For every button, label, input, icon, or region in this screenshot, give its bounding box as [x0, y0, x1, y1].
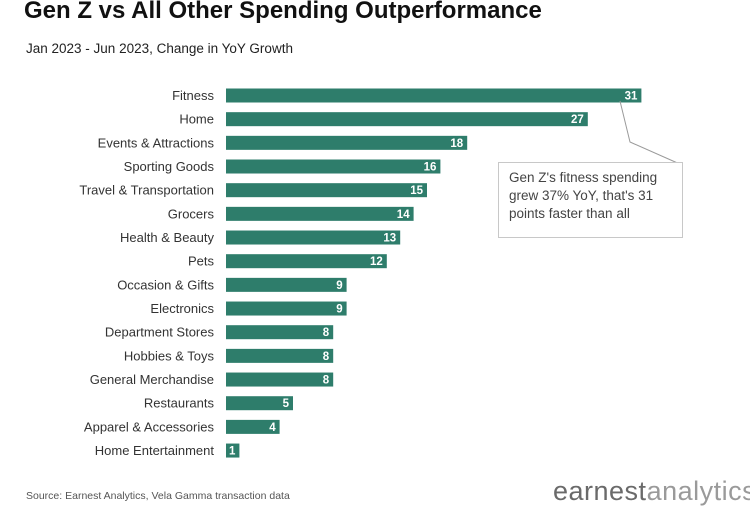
value-label-restaurants: 5	[283, 398, 290, 410]
bar-apparel-accessories	[226, 419, 280, 434]
bar-occasion-gifts	[226, 277, 347, 292]
bar-hobbies-toys	[226, 348, 334, 363]
value-label-pets: 12	[370, 256, 383, 268]
value-label-electronics: 9	[336, 304, 342, 316]
value-label-sporting-goods: 16	[424, 162, 437, 174]
bar-pets	[226, 254, 387, 269]
value-label-hobbies-toys: 8	[323, 351, 330, 363]
chart-subtitle: Jan 2023 - Jun 2023, Change in YoY Growt…	[26, 41, 293, 56]
value-label-department-stores: 8	[323, 327, 330, 339]
earnest-analytics-logo: earnestanalytics	[553, 476, 750, 507]
bar-travel-transportation	[226, 183, 427, 198]
bar-events-attractions	[226, 135, 468, 150]
value-label-home-entertainment: 1	[229, 446, 236, 458]
value-label-health-beauty: 13	[383, 233, 396, 245]
bar-health-beauty	[226, 230, 401, 245]
value-label-occasion-gifts: 9	[336, 280, 342, 292]
category-label-fitness: Fitness	[172, 88, 214, 103]
bar-general-merchandise	[226, 372, 334, 387]
category-label-home-entertainment: Home Entertainment	[95, 443, 215, 458]
value-label-fitness: 31	[625, 91, 638, 103]
bar-department-stores	[226, 325, 334, 340]
logo-part-analytics: analytics	[646, 476, 750, 506]
category-label-home: Home	[179, 112, 214, 127]
chart-title: Gen Z vs All Other Spending Outperforman…	[24, 0, 542, 24]
source-note: Source: Earnest Analytics, Vela Gamma tr…	[26, 490, 290, 502]
category-label-events-attractions: Events & Attractions	[98, 135, 215, 150]
category-label-restaurants: Restaurants	[144, 396, 215, 411]
category-label-general-merchandise: General Merchandise	[90, 372, 214, 387]
category-label-pets: Pets	[188, 254, 215, 269]
bar-home	[226, 112, 588, 127]
category-label-department-stores: Department Stores	[105, 325, 215, 340]
category-label-grocers: Grocers	[168, 206, 215, 221]
bar-restaurants	[226, 396, 293, 411]
callout-annotation: Gen Z's fitness spending grew 37% YoY, t…	[498, 162, 683, 238]
value-label-apparel-accessories: 4	[269, 422, 276, 434]
bar-sporting-goods	[226, 159, 441, 174]
category-label-sporting-goods: Sporting Goods	[124, 159, 215, 174]
value-label-general-merchandise: 8	[323, 375, 330, 387]
bar-electronics	[226, 301, 347, 316]
category-label-health-beauty: Health & Beauty	[120, 230, 214, 245]
category-label-electronics: Electronics	[150, 301, 214, 316]
logo-part-earnest: earnest	[553, 476, 647, 506]
bar-grocers	[226, 206, 414, 221]
category-label-apparel-accessories: Apparel & Accessories	[84, 419, 215, 434]
category-label-hobbies-toys: Hobbies & Toys	[124, 348, 215, 363]
value-label-grocers: 14	[397, 209, 410, 221]
category-label-occasion-gifts: Occasion & Gifts	[117, 277, 214, 292]
value-label-events-attractions: 18	[450, 138, 463, 150]
category-label-travel-transportation: Travel & Transportation	[79, 183, 214, 198]
bar-fitness	[226, 88, 642, 103]
bar-home-entertainment	[226, 443, 240, 458]
value-label-travel-transportation: 15	[410, 185, 423, 197]
value-label-home: 27	[571, 114, 584, 126]
callout-leader-line	[619, 100, 683, 166]
